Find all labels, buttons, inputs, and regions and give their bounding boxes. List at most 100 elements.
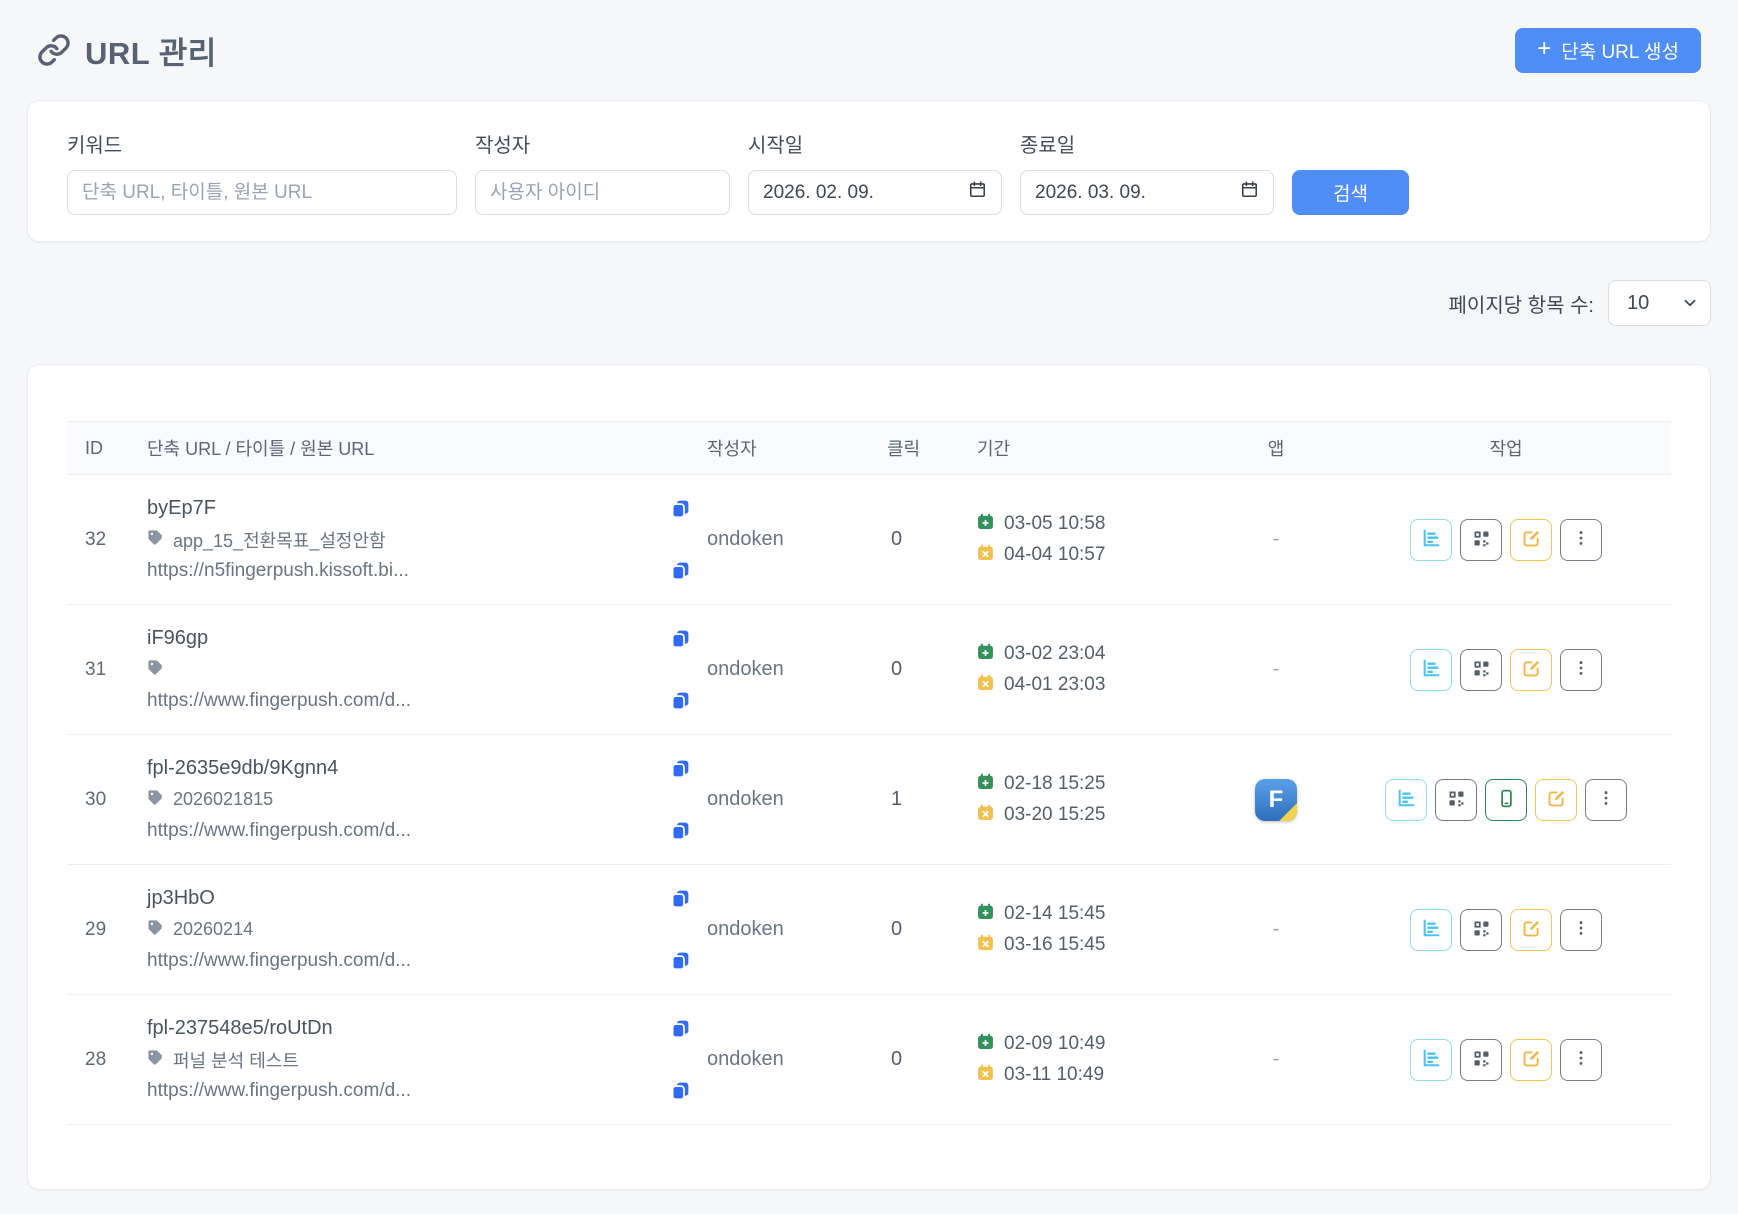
stats-button[interactable] <box>1410 518 1452 561</box>
edit-icon <box>1521 918 1542 942</box>
clicks-cell: 0 <box>891 1048 903 1070</box>
stats-button[interactable] <box>1385 778 1427 821</box>
short-url-link[interactable]: fpl-2635e9db/9Kgnn4 <box>147 757 339 779</box>
more-actions-button[interactable] <box>1585 778 1627 821</box>
author-cell: ondoken <box>707 918 784 940</box>
short-url-link[interactable]: jp3HbO <box>147 887 215 909</box>
keyword-input[interactable] <box>67 170 457 215</box>
period-start: 02-18 15:25 <box>1004 773 1106 794</box>
copy-original-url-button[interactable] <box>670 820 691 841</box>
start-date-value: 2026. 02. 09. <box>763 181 874 203</box>
short-url-link[interactable]: fpl-237548e5/roUtDn <box>147 1017 333 1039</box>
row-id: 31 <box>85 658 107 680</box>
calendar-x-icon <box>977 1064 994 1087</box>
app-cell: - <box>1272 1048 1280 1070</box>
page-title: URL 관리 <box>37 28 217 73</box>
row-id: 30 <box>85 788 107 810</box>
edit-button[interactable] <box>1510 648 1552 691</box>
end-date-input[interactable]: 2026. 03. 09. <box>1020 170 1274 215</box>
clicks-cell: 0 <box>891 658 903 680</box>
period-end: 03-20 15:25 <box>1004 804 1106 825</box>
app-cell: - <box>1272 528 1280 550</box>
copy-short-url-button[interactable] <box>670 758 691 779</box>
period-cell: 02-18 15:25 03-20 15:25 <box>971 773 1211 827</box>
qr-code-button[interactable] <box>1460 648 1502 691</box>
period-end: 04-01 23:03 <box>1004 674 1106 695</box>
url-table: ID 단축 URL / 타이틀 / 원본 URL 작성자 클릭 기간 앱 작업 … <box>67 421 1671 1125</box>
more-actions-button[interactable] <box>1560 648 1602 691</box>
page-title-text: URL 관리 <box>85 35 217 71</box>
url-title: 퍼널 분석 테스트 <box>173 1050 299 1071</box>
author-cell: ondoken <box>707 528 784 550</box>
start-date-label: 시작일 <box>748 135 804 157</box>
period-end: 03-11 10:49 <box>1004 1064 1105 1085</box>
qr-code-button[interactable] <box>1460 518 1502 561</box>
header-period: 기간 <box>977 439 1011 459</box>
qr-code-icon <box>1471 918 1492 942</box>
author-input[interactable] <box>475 170 730 215</box>
bar-chart-icon <box>1420 657 1442 682</box>
qr-code-button[interactable] <box>1460 908 1502 951</box>
qr-code-icon <box>1471 658 1492 682</box>
author-label: 작성자 <box>475 135 531 157</box>
edit-button[interactable] <box>1535 778 1577 821</box>
keyword-label: 키워드 <box>67 135 123 157</box>
edit-button[interactable] <box>1510 908 1552 951</box>
header-author: 작성자 <box>707 439 757 459</box>
qr-code-button[interactable] <box>1460 1038 1502 1081</box>
app-cell: - <box>1272 918 1280 940</box>
qr-code-icon <box>1446 788 1467 812</box>
table-row: 29 jp3HbO 20260214 https://www.fingerpus… <box>67 865 1671 995</box>
fingerpush-app-icon: F <box>1255 778 1297 821</box>
tag-icon <box>147 789 164 811</box>
create-short-url-button[interactable]: + 단축 URL 생성 <box>1515 27 1701 73</box>
copy-short-url-button[interactable] <box>670 1018 691 1039</box>
edit-button[interactable] <box>1510 518 1552 561</box>
more-actions-button[interactable] <box>1560 908 1602 951</box>
copy-original-url-button[interactable] <box>670 560 691 581</box>
stats-button[interactable] <box>1410 1038 1452 1081</box>
period-cell: 03-02 23:04 04-01 23:03 <box>971 643 1211 697</box>
short-url-link[interactable]: iF96gp <box>147 627 209 649</box>
calendar-x-icon <box>977 934 994 957</box>
header-clicks: 클릭 <box>887 439 921 459</box>
start-date-input[interactable]: 2026. 02. 09. <box>748 170 1002 215</box>
qr-code-icon <box>1471 1048 1492 1072</box>
copy-original-url-button[interactable] <box>670 1080 691 1101</box>
top-bar: URL 관리 + 단축 URL 생성 <box>27 0 1711 100</box>
more-actions-button[interactable] <box>1560 518 1602 561</box>
per-page-row: 페이지당 항목 수: 10 <box>27 242 1711 364</box>
short-url-link[interactable]: byEp7F <box>147 497 216 519</box>
header-app: 앱 <box>1267 439 1285 459</box>
stats-button[interactable] <box>1410 908 1452 951</box>
stats-button[interactable] <box>1410 648 1452 691</box>
qr-code-button[interactable] <box>1435 778 1477 821</box>
more-actions-button[interactable] <box>1560 1038 1602 1081</box>
per-page-select[interactable]: 10 <box>1608 280 1711 326</box>
copy-short-url-button[interactable] <box>670 888 691 909</box>
phone-preview-icon <box>1496 788 1517 812</box>
calendar-plus-icon <box>977 513 994 536</box>
copy-short-url-button[interactable] <box>670 628 691 649</box>
calendar-x-icon <box>977 674 994 697</box>
period-cell: 03-05 10:58 04-04 10:57 <box>971 513 1211 567</box>
author-cell: ondoken <box>707 1048 784 1070</box>
copy-original-url-button[interactable] <box>670 950 691 971</box>
url-title: 20260214 <box>173 919 254 939</box>
clicks-cell: 1 <box>891 788 903 810</box>
calendar-icon[interactable] <box>1240 180 1259 205</box>
phone-preview-button[interactable] <box>1485 778 1527 821</box>
edit-icon <box>1521 1048 1542 1072</box>
table-row: 31 iF96gp https://www.fingerpush.com/d..… <box>67 605 1671 735</box>
copy-original-url-button[interactable] <box>670 690 691 711</box>
search-button[interactable]: 검색 <box>1292 170 1409 215</box>
edit-button[interactable] <box>1510 1038 1552 1081</box>
copy-short-url-button[interactable] <box>670 498 691 519</box>
original-url: https://www.fingerpush.com/d... <box>147 949 412 971</box>
url-cell: iF96gp https://www.fingerpush.com/d... <box>141 626 701 714</box>
author-cell: ondoken <box>707 658 784 680</box>
calendar-plus-icon <box>977 1033 994 1056</box>
period-end: 03-16 15:45 <box>1004 934 1106 955</box>
calendar-x-icon <box>977 804 994 827</box>
calendar-icon[interactable] <box>968 180 987 205</box>
